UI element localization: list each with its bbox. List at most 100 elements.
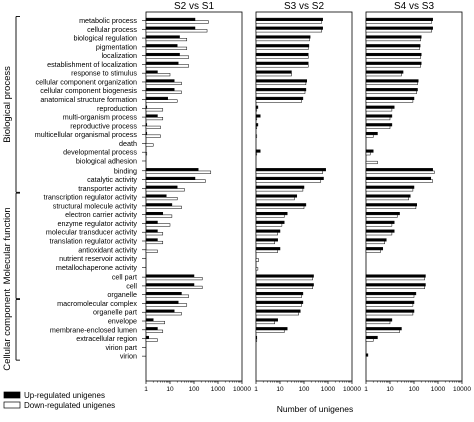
bar-down [145,179,206,183]
category-label: biological regulation [73,34,137,43]
category-label: extracellular region [76,334,137,343]
category-label: virion [120,352,137,361]
bar-up [365,149,374,153]
bar-up [365,79,419,83]
bar-up [255,26,323,30]
bar-up [365,44,421,48]
bar-down [365,81,418,86]
bar-up [365,52,422,57]
category-label: developmental process [63,148,137,157]
x-tick-label: 1000 [431,386,446,393]
bar-down [145,232,164,236]
category-label: cellular process [87,25,137,34]
panel-title: S3 vs S2 [284,1,324,12]
bar-up [365,26,433,30]
category-label: reproduction [97,104,137,113]
bar-up [365,105,395,109]
bar-up [255,44,310,48]
bar-down [145,64,189,68]
bar-up [255,318,278,322]
bar-down [365,240,385,245]
bar-up [255,194,298,198]
bar-up [145,292,182,296]
bar-down [255,73,292,77]
category-label: envelope [108,317,137,326]
x-tick-label: 1 [254,386,258,393]
bar-up [255,88,307,92]
bar-down [255,29,323,33]
bar-up [255,52,309,57]
bar-up [255,149,261,153]
bar-down [365,232,393,236]
bar-up [145,335,149,340]
legend-swatch [3,401,21,409]
bar-up [255,96,304,100]
x-tick-label: 1000 [321,386,336,393]
bar-down [255,277,313,281]
x-tick-label: 1 [364,386,368,393]
bar-down [365,134,374,138]
bar-up [145,61,179,65]
bar-up [255,292,304,296]
category-label: organelle [107,290,137,299]
bar-down [255,312,299,316]
bar-up [145,300,179,304]
bar-down [365,285,425,289]
bar-up [255,309,301,313]
bar-up [365,131,378,136]
bar-up [145,26,196,30]
bar-down [255,240,275,245]
bar-up [145,203,173,207]
bar-down [255,38,310,42]
bar-up [365,88,418,92]
bar-up [365,283,426,287]
bar-up [255,327,288,331]
bar-up [365,238,387,242]
bar-down [365,20,433,24]
bar-up [145,88,175,92]
bar-down [365,55,421,59]
bar-down [255,64,309,68]
category-label: antioxidant activity [78,245,137,254]
bar-down [145,240,164,245]
bar-up [145,229,158,233]
bar-up [255,123,259,127]
bar-down [255,214,285,218]
category-label: multicellular organismal process [35,130,138,139]
bar-up [145,168,199,172]
x-tick-label: 10 [276,386,284,393]
bar-down [145,38,188,42]
bar-up [365,212,400,216]
bar-up [255,105,259,109]
bar-up [255,220,285,224]
bar-down [365,205,417,209]
bar-down [365,179,433,183]
bar-up [255,274,314,278]
bar-down [365,277,425,281]
bar-down [365,329,400,333]
category-label: metallochaperone activity [56,263,138,272]
bar-down [255,249,278,253]
bar-up [255,17,323,21]
category-label: death [119,139,137,148]
bar-down [255,258,259,262]
bar-down [255,152,258,156]
bar-down [145,73,171,77]
category-label: enzyme regulator activity [58,219,138,228]
bar-up [365,70,404,74]
bar-down [145,134,161,138]
bar-down [255,188,304,192]
bar-up [255,70,292,74]
bar-down [365,160,378,165]
x-tick-label: 1 [144,386,148,393]
bar-up [145,327,158,331]
bar-down [365,99,414,103]
bar-up [255,203,307,207]
bar-down [145,170,212,174]
category-label: localization [101,51,137,60]
bar-up [145,185,178,189]
bar-down [255,108,258,112]
x-tick-label: 10000 [343,386,361,393]
bar-down [255,179,322,183]
